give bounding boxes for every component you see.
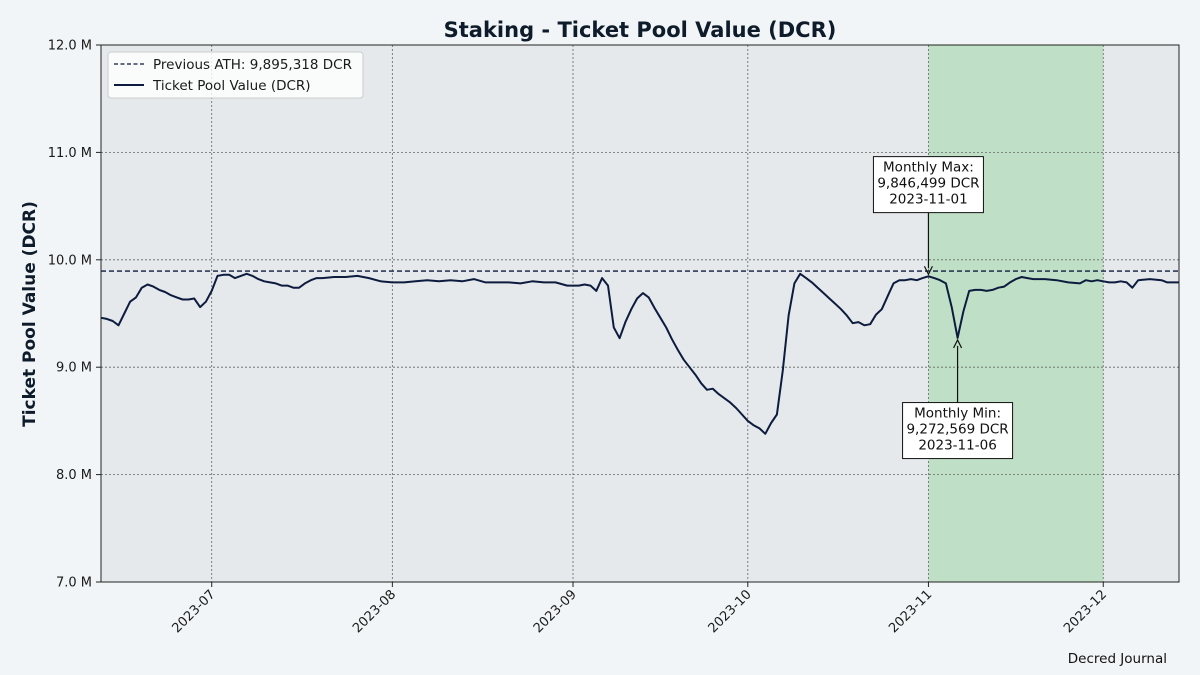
annotation-max-arrow-head xyxy=(923,266,933,276)
annotation-min-text: Monthly Min: xyxy=(914,406,1001,422)
legend: Previous ATH: 9,895,318 DCR Ticket Pool … xyxy=(107,51,364,99)
y-tick-label: 11.0 M xyxy=(48,146,92,161)
annotation-max-text: Monthly Max: xyxy=(883,160,974,176)
y-axis-label: Ticket Pool Value (DCR) xyxy=(20,201,40,427)
chart-title: Staking - Ticket Pool Value (DCR) xyxy=(444,18,837,42)
annotation-max-text: 9,846,499 DCR xyxy=(877,176,979,192)
y-tick-label: 7.0 M xyxy=(56,576,92,591)
annotation-min-text: 9,272,569 DCR xyxy=(906,422,1008,438)
series-line xyxy=(100,272,1179,435)
annotation-max-box xyxy=(872,156,984,214)
annotation-min-box xyxy=(902,402,1014,460)
annotation-min-arrow-head xyxy=(953,338,963,349)
y-tick-label: 10.0 M xyxy=(48,253,92,268)
annotation-max-text: 2023-11-01 xyxy=(889,192,967,208)
legend-ath-label: Previous ATH: 9,895,318 DCR xyxy=(153,57,352,73)
y-tick-label: 12.0 M xyxy=(48,39,92,54)
highlight-band xyxy=(928,45,1104,582)
vertical-gridlines xyxy=(211,45,1104,582)
y-axis-ticks: 7.0 M 8.0 M 9.0 M 10.0 M 11.0 M 12.0 M xyxy=(48,39,101,591)
y-tick-label: 9.0 M xyxy=(56,361,92,376)
annotation-arrows xyxy=(923,212,963,403)
y-tick-label: 8.0 M xyxy=(56,468,92,483)
annotation-min-text: 2023-11-06 xyxy=(918,438,996,454)
plot-area xyxy=(100,44,1180,583)
credit-text: Decred Journal xyxy=(1068,651,1167,667)
legend-box xyxy=(107,51,364,99)
legend-series-label: Ticket Pool Value (DCR) xyxy=(152,78,311,94)
plot-frame xyxy=(100,44,1180,583)
